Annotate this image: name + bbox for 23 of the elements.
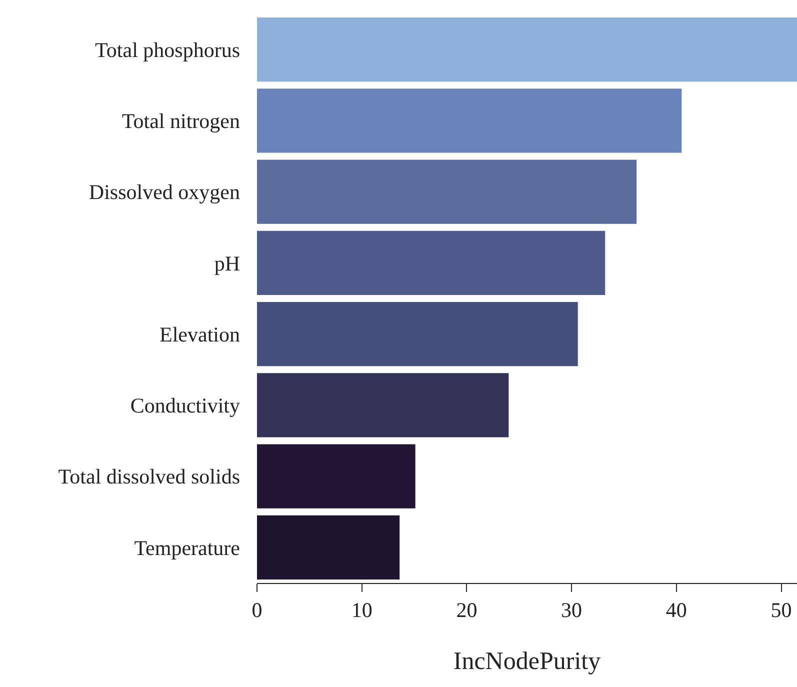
bar	[257, 230, 606, 295]
y-tick-label: pH	[214, 251, 240, 276]
y-tick-label: Total dissolved solids	[58, 464, 240, 489]
bar	[257, 302, 578, 366]
x-tick-label: 0	[252, 598, 262, 622]
bar	[257, 160, 637, 224]
x-tick-label: 20	[456, 598, 478, 622]
y-tick-label: Dissolved oxygen	[88, 180, 240, 204]
x-tick-label: 40	[666, 598, 687, 622]
bar	[257, 515, 400, 580]
x-axis-title: IncNodePurity	[453, 648, 602, 676]
x-tick-label: 10	[351, 598, 372, 622]
x-tick-label: 50	[770, 598, 792, 622]
bar	[257, 18, 797, 82]
bar	[257, 88, 682, 153]
y-tick-label: Total nitrogen	[122, 109, 240, 134]
bar	[257, 373, 509, 438]
y-tick-label: Conductivity	[130, 394, 240, 418]
x-tick-label: 30	[561, 598, 582, 622]
y-tick-label: Total phosphorus	[95, 38, 240, 62]
y-tick-label: Elevation	[160, 322, 240, 346]
y-tick-label: Temperature	[134, 536, 240, 560]
bar	[257, 444, 416, 508]
